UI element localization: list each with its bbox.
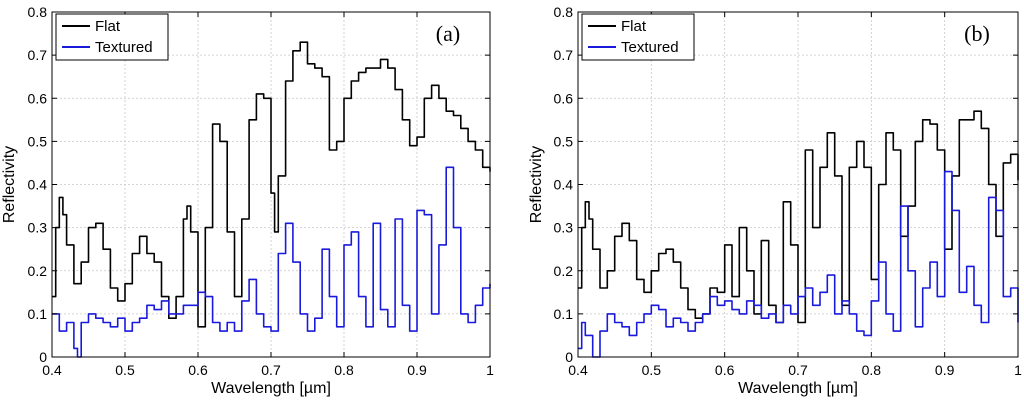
chart-a-ytick-label-6: 0.6 [28,90,48,106]
chart-b-xtick-label-5: 0.9 [935,362,955,378]
chart-b-ticks: 0.4 0.5 0.6 0.7 0.8 0.9 1 0 0.1 0.2 0.3 0.4 0.5 0.6 0.… [554,4,1023,378]
chart-a-ytick-label-4: 0.4 [28,177,48,193]
chart-a-ytick-label-2: 0.2 [28,263,48,279]
chart-b-ytick-label-5: 0.5 [554,133,574,149]
chart-b-ytick-label-3: 0.3 [554,220,574,236]
chart-b-panel-label: (b) [964,21,990,46]
chart-a-ytick-label-8: 0.8 [28,4,48,20]
chart-a-ytick-label-1: 0.1 [28,306,48,322]
chart-a-xtick-label-2: 0.6 [188,362,208,378]
chart-a-legend: Flat Textured [55,13,169,61]
chart-b-legend-textured-label: Textured [621,39,679,56]
chart-a-panel-label: (a) [436,21,460,46]
chart-a-series [52,41,491,358]
chart-a-legend-textured-label: Textured [95,39,153,56]
chart-a-xlabel: Wavelength [µm] [211,380,331,397]
chart-b-xlabel: Wavelength [µm] [738,380,858,397]
chart-b-ytick-label-4: 0.4 [554,177,574,193]
chart-b-legend-flat-label: Flat [621,18,647,35]
chart-a-ticks: 0.4 0.5 0.6 0.7 0.8 0.9 1 0 0.1 0.2 0.3 0.4 0.5 0.6 0.… [28,4,495,378]
chart-b-xtick-label-1: 0.5 [642,362,662,378]
chart-a-ytick-label-5: 0.5 [28,133,48,149]
chart-a-legend-box [55,13,169,61]
chart-b-xtick-label-0: 0.4 [568,362,588,378]
chart-a-legend-flat-label: Flat [95,18,121,35]
chart-a-series-flat [52,41,491,328]
chart-a-xtick-label-6: 1 [486,362,494,378]
chart-b-series-flat [578,110,1019,324]
chart-a-xtick-label-0: 0.4 [42,362,62,378]
chart-b-xtick-label-3: 0.7 [788,362,808,378]
chart-b-ytick-label-7: 0.7 [554,47,574,63]
chart-b-ytick-label-2: 0.2 [554,263,574,279]
chart-b: 0.4 0.5 0.6 0.7 0.8 0.9 1 0 0.1 0.2 0.3 0.4 0.5 0.6 0.… [528,4,1022,397]
chart-b-xtick-label-6: 1 [1014,362,1022,378]
chart-b-series [578,110,1019,358]
chart-a-ytick-label-7: 0.7 [28,47,48,63]
chart-a-xtick-label-4: 0.8 [334,362,354,378]
chart-a-ylabel: Reflectivity [1,146,18,223]
chart-a-ytick-label-0: 0 [39,349,47,365]
chart-a-xtick-label-1: 0.5 [115,362,135,378]
chart-b-xtick-label-4: 0.8 [862,362,882,378]
chart-a-ytick-label-3: 0.3 [28,220,48,236]
chart-b-ytick-label-8: 0.8 [554,4,574,20]
chart-b-ytick-label-1: 0.1 [554,306,574,322]
chart-a-series-textured [52,166,491,358]
chart-b-ytick-label-0: 0 [565,349,573,365]
chart-a-xtick-label-3: 0.7 [261,362,281,378]
chart-b-ylabel: Reflectivity [528,146,545,223]
chart-b-legend: Flat Textured [581,13,695,61]
chart-a-xtick-label-5: 0.9 [407,362,427,378]
chart-a: 0.4 0.5 0.6 0.7 0.8 0.9 1 0 0.1 0.2 0.3 0.4 0.5 0.6 0.… [1,4,494,397]
chart-b-xtick-label-2: 0.6 [715,362,735,378]
chart-b-series-textured [578,170,1019,358]
chart-b-legend-box [581,13,695,61]
chart-b-ytick-label-6: 0.6 [554,90,574,106]
